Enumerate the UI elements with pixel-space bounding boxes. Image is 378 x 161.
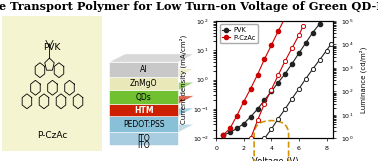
FancyBboxPatch shape [0,12,105,155]
Text: ITO: ITO [137,141,150,150]
Polygon shape [109,132,178,145]
Polygon shape [109,54,194,62]
Text: P-CzAc: P-CzAc [37,131,67,140]
Polygon shape [109,77,178,90]
Text: Hole Transport Polymer for Low Turn-on Voltage of Green QD-LED: Hole Transport Polymer for Low Turn-on V… [0,1,378,12]
Polygon shape [109,108,194,116]
Polygon shape [109,90,178,104]
Text: PEDOT:PSS: PEDOT:PSS [123,120,164,129]
Polygon shape [109,124,194,132]
Polygon shape [109,82,194,90]
Text: ZnMgO: ZnMgO [130,79,157,88]
Polygon shape [109,62,178,77]
Y-axis label: Luminance (cd/m²): Luminance (cd/m²) [359,47,367,113]
Polygon shape [109,116,178,132]
Text: PVK: PVK [43,43,60,52]
Polygon shape [109,104,178,116]
Text: Al: Al [140,65,147,74]
Text: HTM: HTM [134,106,153,115]
Y-axis label: Current density (mA/cm²): Current density (mA/cm²) [180,35,187,124]
Text: QDs: QDs [136,93,152,102]
Legend: PVK, P-CzAc: PVK, P-CzAc [220,24,258,43]
X-axis label: Voltage (V): Voltage (V) [251,157,298,161]
Text: ITO: ITO [137,134,150,143]
Polygon shape [109,96,194,104]
Polygon shape [109,69,194,77]
